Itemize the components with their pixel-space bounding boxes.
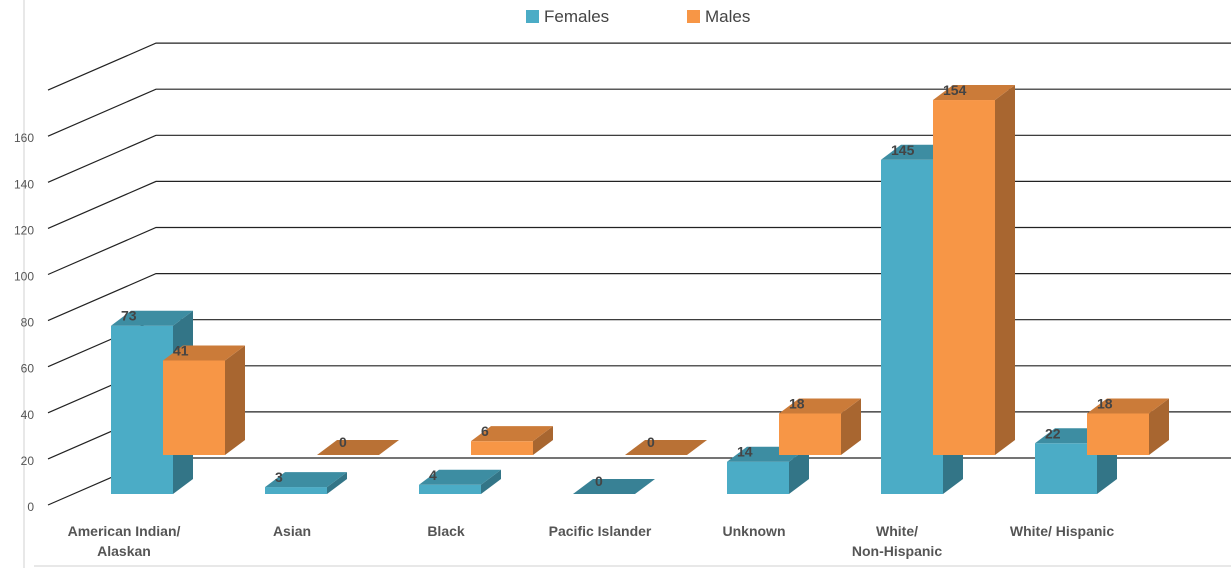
bar-top-face: [779, 398, 861, 414]
data-label-females: 22: [1045, 425, 1061, 441]
bar-side-face: [225, 345, 245, 455]
bar-top-face: [1087, 398, 1169, 414]
chart-frame: [23, 0, 1231, 568]
bar-top-face: [317, 440, 399, 455]
gridline-80: [47, 273, 1231, 322]
data-label-males: 0: [647, 434, 655, 450]
y-tick-label: 100: [14, 270, 34, 284]
category-labels: American Indian/Alaskan Asian Black Pacific…: [68, 523, 1115, 559]
bars: [111, 85, 1169, 494]
y-axis-ticks: 0 20 40 60 80 100 120 140 160: [14, 131, 34, 514]
data-label-females: 73: [121, 308, 137, 324]
data-label-females: 14: [737, 444, 753, 460]
gridline-160: [47, 88, 1231, 137]
y-tick-label: 60: [21, 362, 35, 376]
data-label-males: 0: [339, 434, 347, 450]
bar-males-0: [163, 345, 245, 455]
data-label-females: 0: [595, 473, 603, 489]
gridline-120: [47, 180, 1231, 229]
bar-females-1: [265, 472, 347, 494]
category-label: Black: [427, 523, 465, 539]
y-tick-label: 80: [21, 316, 35, 330]
bar-side-face: [841, 398, 861, 455]
bar-top-face: [933, 85, 1015, 101]
bar-side-face: [1149, 398, 1169, 455]
category-label: Unknown: [723, 523, 786, 539]
bar-front-face: [727, 461, 789, 494]
legend-swatch: [526, 10, 539, 23]
bar-top-face: [625, 440, 707, 455]
data-label-males: 154: [943, 82, 967, 98]
data-label-females: 3: [275, 469, 283, 485]
bar-males-1: [317, 440, 399, 455]
bar-females-3: [573, 479, 655, 494]
data-label-males: 18: [1097, 396, 1113, 412]
y-tick-label: 160: [14, 131, 34, 145]
bar-side-face: [995, 85, 1015, 455]
data-label-males: 18: [789, 396, 805, 412]
bar-front-face: [1087, 413, 1149, 455]
data-label-males: 41: [173, 342, 189, 358]
bar-front-face: [1035, 443, 1097, 494]
category-label: Pacific Islander: [549, 523, 652, 539]
bar-side-face: [481, 469, 501, 494]
bar-males-3: [625, 440, 707, 455]
data-label-males: 6: [481, 423, 489, 439]
category-label: White/Non-Hispanic: [852, 523, 942, 559]
bar-top-face: [573, 479, 655, 494]
legend: Females Males: [526, 7, 750, 26]
bar-front-face: [419, 484, 481, 494]
gridline-180: [47, 42, 1231, 91]
bar-females-4: [727, 446, 809, 494]
bar-males-2: [471, 426, 553, 455]
bar-front-face: [881, 159, 943, 494]
bar-front-face: [163, 360, 225, 455]
gridline-140: [47, 134, 1231, 183]
data-label-females: 145: [891, 142, 915, 158]
bar-males-4: [779, 398, 861, 455]
bar-females-2: [419, 469, 501, 494]
category-label: Asian: [273, 523, 311, 539]
bar-front-face: [111, 325, 173, 494]
legend-label: Males: [705, 7, 750, 26]
bar-top-face: [265, 472, 347, 488]
bar-front-face: [265, 487, 327, 494]
legend-item-females: Females: [526, 7, 609, 26]
legend-item-males: Males: [687, 7, 750, 26]
category-label: American Indian/Alaskan: [68, 523, 181, 559]
bar-side-face: [327, 472, 347, 494]
bar-males-5: [933, 85, 1015, 455]
bar-front-face: [471, 441, 533, 455]
y-tick-label: 140: [14, 177, 34, 191]
y-tick-label: 40: [21, 408, 35, 422]
bar-males-6: [1087, 398, 1169, 455]
gridline-100: [47, 226, 1231, 276]
y-tick-label: 0: [27, 500, 34, 514]
y-tick-label: 20: [21, 454, 35, 468]
legend-swatch: [687, 10, 700, 23]
bar-side-face: [789, 446, 809, 494]
category-label: White/ Hispanic: [1010, 523, 1114, 539]
bar-top-face: [419, 469, 501, 485]
y-tick-label: 120: [14, 223, 34, 237]
bar-front-face: [933, 100, 995, 455]
data-labels: 73 41 3 0 4 6 0 0 14 18 145 154 22 18: [121, 82, 1113, 489]
bar-top-face: [163, 345, 245, 361]
bar-side-face: [533, 426, 553, 455]
bar-front-face: [779, 413, 841, 455]
legend-label: Females: [544, 7, 609, 26]
bar-top-face: [111, 310, 193, 326]
data-label-females: 4: [429, 467, 437, 483]
bar-top-face: [471, 426, 553, 442]
